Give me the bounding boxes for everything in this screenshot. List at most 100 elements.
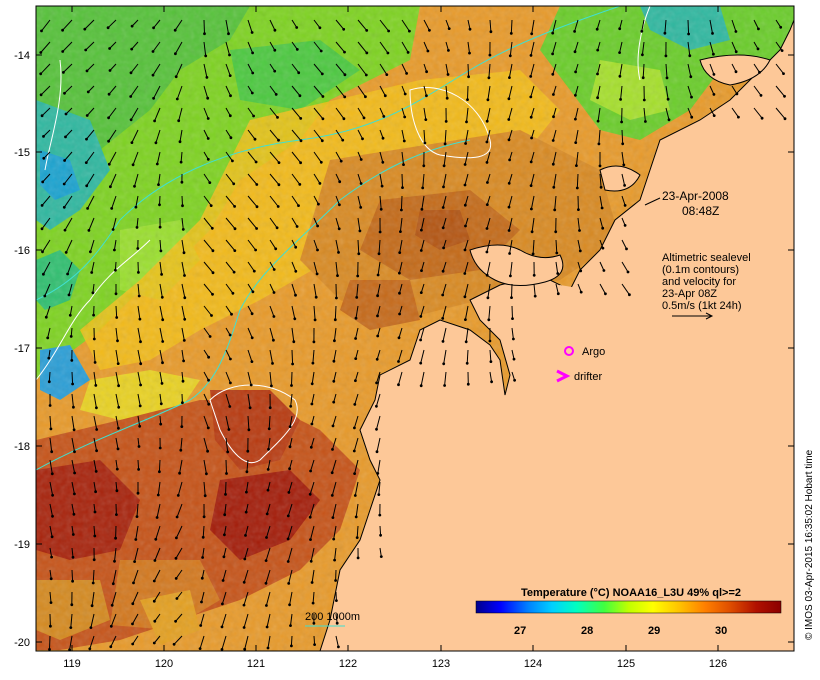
velocity-arrow-head	[532, 273, 536, 277]
velocity-arrow-head	[443, 384, 446, 387]
velocity-arrow-head	[365, 51, 369, 55]
velocity-arrow	[247, 305, 253, 314]
velocity-arrow-head	[67, 293, 71, 297]
velocity-arrow	[530, 63, 535, 77]
velocity-arrow	[486, 261, 491, 276]
velocity-arrow	[508, 63, 513, 78]
velocity-arrow	[552, 129, 557, 141]
velocity-arrow	[90, 613, 95, 628]
velocity-arrow-head	[250, 91, 254, 95]
velocity-arrow-head	[337, 251, 340, 254]
velocity-arrow-head	[419, 249, 423, 252]
velocity-arrow	[203, 261, 214, 274]
velocity-arrow	[665, 85, 669, 100]
velocity-arrow-head	[601, 246, 605, 250]
velocity-arrow-head	[69, 335, 73, 338]
velocity-arrow	[225, 437, 229, 452]
velocity-arrow-head	[160, 295, 164, 299]
velocity-arrow	[222, 569, 227, 581]
velocity-arrow	[221, 613, 227, 628]
velocity-arrow	[247, 415, 250, 430]
velocity-arrow	[508, 217, 513, 231]
velocity-arrow	[202, 525, 205, 538]
velocity-arrow-head	[318, 182, 322, 185]
velocity-arrow-head	[485, 161, 489, 164]
velocity-arrow-head	[575, 186, 579, 190]
velocity-arrow-head	[533, 294, 537, 298]
velocity-arrow-head	[131, 622, 134, 626]
velocity-arrow	[86, 107, 95, 116]
velocity-arrow-head	[289, 624, 292, 627]
velocity-arrow	[467, 41, 470, 54]
velocity-arrow-head	[178, 140, 182, 144]
velocity-arrow-head	[107, 116, 110, 120]
velocity-arrow-head	[734, 70, 738, 74]
velocity-arrow	[137, 371, 142, 386]
velocity-arrow	[131, 129, 139, 143]
velocity-arrow	[131, 19, 139, 27]
velocity-arrow-head	[712, 52, 715, 56]
velocity-arrow-head	[61, 50, 65, 53]
velocity-arrow	[509, 261, 513, 276]
velocity-arrow-head	[343, 73, 347, 77]
velocity-arrow	[423, 85, 427, 96]
velocity-arrow-head	[380, 184, 384, 188]
velocity-arrow-head	[90, 271, 94, 274]
lon-tick-label: 119	[63, 658, 81, 670]
velocity-arrow	[509, 41, 513, 56]
velocity-arrow-head	[242, 626, 246, 629]
velocity-arrow	[335, 635, 339, 648]
velocity-arrow-head	[574, 117, 577, 121]
velocity-arrow-head	[620, 120, 623, 124]
velocity-arrow	[335, 107, 345, 119]
velocity-arrow	[530, 195, 535, 210]
velocity-arrow	[132, 591, 139, 604]
velocity-arrow	[464, 239, 469, 251]
velocity-arrow	[599, 217, 604, 229]
velocity-arrow	[576, 173, 579, 189]
velocity-arrow	[134, 547, 139, 562]
velocity-arrow	[619, 63, 623, 77]
velocity-arrow-head	[114, 292, 118, 296]
velocity-arrow	[247, 327, 253, 338]
velocity-arrow-head	[554, 230, 558, 234]
velocity-arrow	[313, 107, 324, 120]
velocity-arrow-head	[442, 362, 446, 366]
velocity-arrow-head	[200, 600, 203, 604]
velocity-arrow-head	[293, 317, 297, 321]
velocity-arrow	[354, 459, 359, 474]
velocity-arrow	[311, 393, 315, 405]
velocity-arrow-head	[267, 427, 271, 431]
velocity-arrow	[65, 107, 73, 115]
velocity-arrow-head	[310, 402, 314, 406]
velocity-arrow	[203, 349, 210, 358]
velocity-arrow	[291, 19, 298, 28]
velocity-arrow-head	[50, 472, 54, 476]
velocity-arrow	[334, 547, 337, 561]
velocity-arrow	[401, 63, 408, 74]
velocity-arrow-head	[507, 97, 511, 101]
velocity-arrow-head	[403, 92, 407, 96]
velocity-arrow-head	[176, 494, 180, 497]
velocity-arrow	[596, 19, 601, 30]
velocity-arrow-head	[111, 228, 115, 231]
velocity-arrow	[68, 283, 73, 296]
velocity-arrow-head	[265, 625, 269, 629]
velocity-arrow-head	[486, 296, 490, 300]
lon-tick-label: 120	[155, 658, 173, 670]
velocity-arrow-head	[529, 54, 533, 57]
velocity-arrow	[376, 371, 381, 384]
velocity-arrow-head	[160, 273, 164, 276]
velocity-arrow	[247, 107, 255, 117]
velocity-arrow-head	[601, 226, 605, 230]
velocity-arrow	[225, 261, 235, 273]
velocity-arrow-head	[286, 537, 290, 541]
velocity-arrow-head	[152, 641, 156, 645]
velocity-arrow-head	[130, 141, 134, 145]
velocity-arrow	[641, 41, 645, 55]
velocity-arrow-head	[153, 559, 157, 562]
velocity-arrow	[379, 547, 382, 557]
velocity-arrow-head	[85, 184, 89, 188]
velocity-arrow-head	[779, 25, 783, 29]
velocity-arrow-head	[211, 292, 214, 296]
